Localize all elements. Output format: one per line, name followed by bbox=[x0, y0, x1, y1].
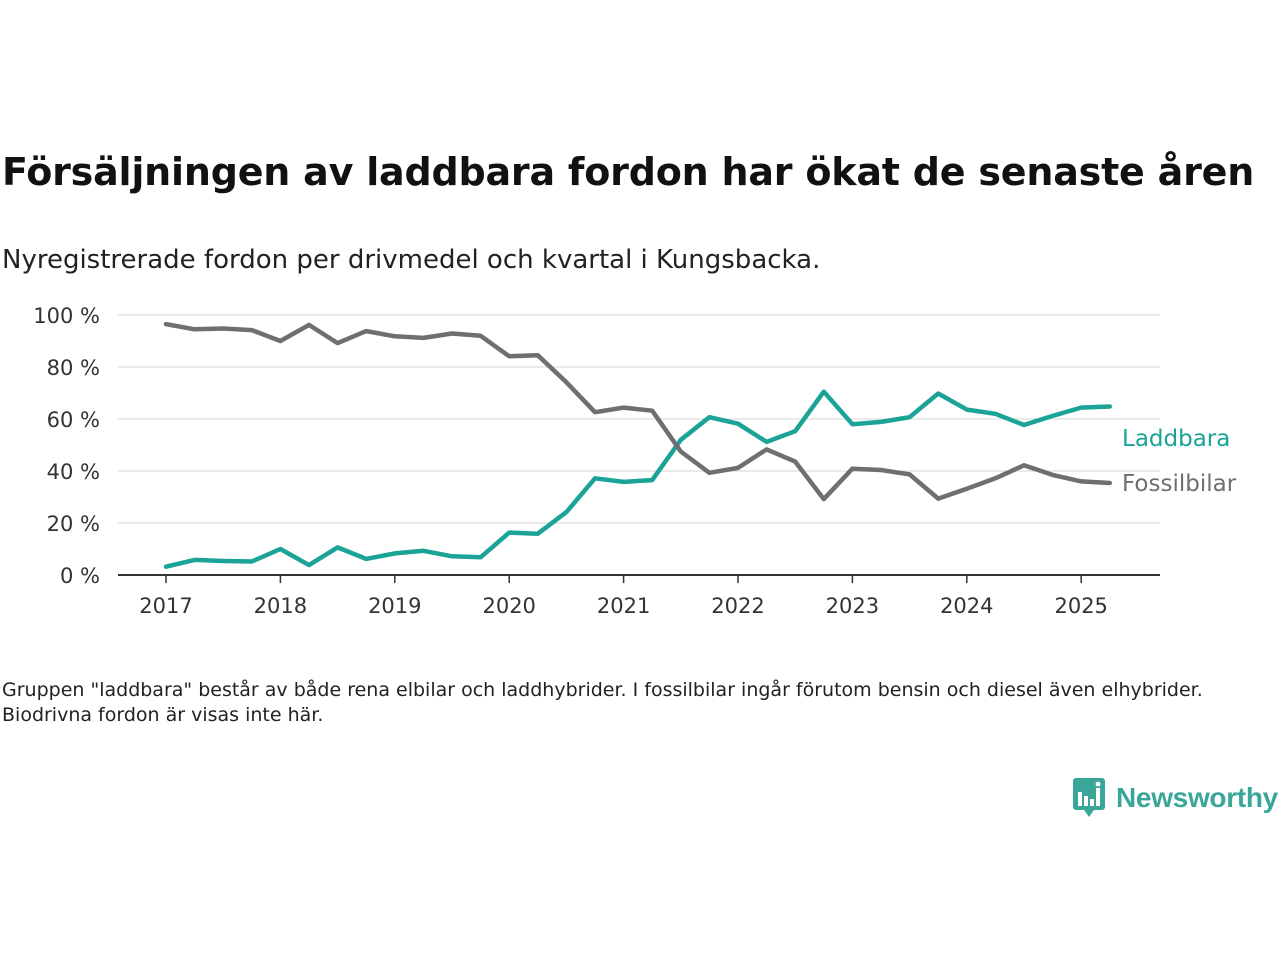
x-tick-label: 2018 bbox=[254, 594, 307, 618]
x-tick-label: 2023 bbox=[826, 594, 879, 618]
y-tick-label: 60 % bbox=[47, 408, 100, 432]
chart-title: Försäljningen av laddbara fordon har öka… bbox=[2, 150, 1255, 194]
x-tick-label: 2019 bbox=[368, 594, 421, 618]
line-chart: 0 % 20 % 40 % 60 % 80 % 100 % 2017 2018 2019 202… bbox=[33, 304, 1237, 618]
series-line-fossilbilar bbox=[163, 321, 1113, 502]
newsworthy-chart-bubble-icon bbox=[1073, 778, 1105, 817]
series-line-laddbara bbox=[163, 389, 1113, 569]
x-tick-label: 2025 bbox=[1054, 594, 1107, 618]
x-tick-label: 2020 bbox=[482, 594, 535, 618]
x-tick-label: 2022 bbox=[711, 594, 764, 618]
x-axis-ticks: 2017 2018 2019 2020 2021 2022 2023 2024 2025 bbox=[139, 575, 1108, 618]
series-lines bbox=[163, 321, 1113, 569]
series-direct-labels: Laddbara Fossilbilar bbox=[1122, 426, 1237, 497]
y-tick-label: 40 % bbox=[47, 460, 100, 484]
footnote: Gruppen "laddbara" består av både rena e… bbox=[2, 679, 1203, 726]
x-tick-label: 2024 bbox=[940, 594, 993, 618]
y-tick-label: 80 % bbox=[47, 356, 100, 380]
brand-name: Newsworthy bbox=[1116, 782, 1278, 813]
y-tick-label: 0 % bbox=[60, 564, 100, 588]
x-tick-label: 2021 bbox=[597, 594, 650, 618]
y-axis-tick-labels: 0 % 20 % 40 % 60 % 80 % 100 % bbox=[33, 304, 100, 588]
newsworthy-logo: Newsworthy bbox=[1072, 776, 1278, 820]
y-tick-label: 20 % bbox=[47, 512, 100, 536]
y-tick-label: 100 % bbox=[33, 304, 100, 328]
chart-subtitle: Nyregistrerade fordon per drivmedel och … bbox=[2, 245, 821, 275]
gridlines bbox=[118, 314, 1160, 576]
x-tick-label: 2017 bbox=[139, 594, 192, 618]
series-label-laddbara: Laddbara bbox=[1122, 426, 1230, 452]
series-label-fossilbilar: Fossilbilar bbox=[1122, 471, 1237, 497]
